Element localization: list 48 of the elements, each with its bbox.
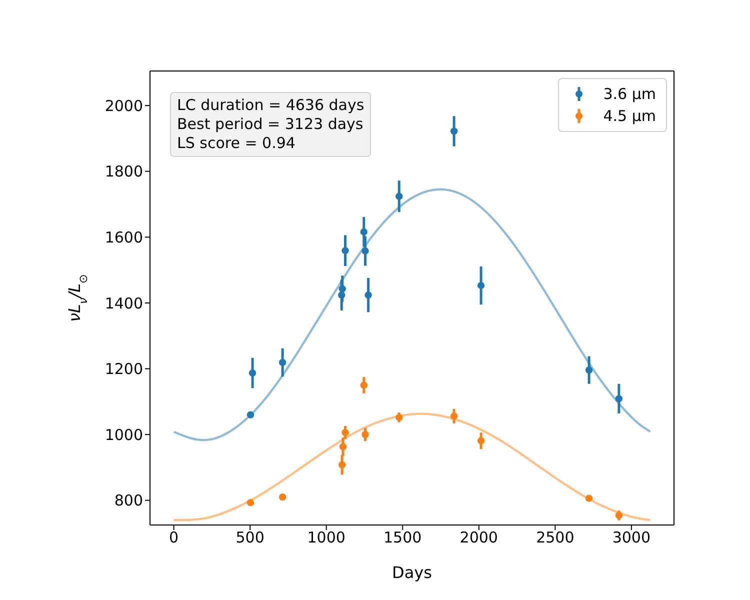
point: [396, 414, 403, 422]
point: [362, 247, 369, 255]
point: [360, 382, 368, 389]
point: [338, 461, 346, 468]
point: [360, 228, 368, 236]
point: [248, 369, 256, 377]
point: [615, 512, 623, 520]
point: [338, 285, 346, 292]
point: [364, 291, 372, 299]
point: [246, 499, 254, 506]
x-tick-label: 2500: [536, 528, 574, 547]
y-tick-label: 2000: [104, 96, 143, 115]
x-tick-label: 3000: [612, 528, 651, 547]
point: [342, 247, 349, 254]
point: [362, 430, 369, 438]
legend-label: 4.5 μm: [603, 106, 656, 127]
x-axis-title: Days: [392, 563, 432, 582]
point: [450, 128, 458, 135]
y-tick-label: 800: [114, 492, 143, 510]
line-series: [172, 412, 652, 522]
y-tick-label: 1400: [104, 294, 143, 312]
y-tick-label: 1000: [104, 426, 143, 444]
point: [338, 291, 346, 299]
point: [342, 428, 349, 436]
point: [450, 412, 458, 420]
x-tick-label: 2000: [460, 528, 498, 547]
x-tick-label: 1500: [384, 528, 422, 547]
point: [278, 493, 286, 501]
y-tick-label: 1600: [104, 228, 143, 246]
y-tick-label: 1200: [104, 360, 143, 378]
point: [585, 494, 593, 502]
point: [246, 411, 254, 418]
x-tick-label: 1000: [307, 528, 346, 547]
point: [585, 366, 593, 374]
annotation: Best period = 3123 days: [177, 115, 364, 134]
y-tick-label: 1800: [104, 162, 143, 181]
point: [396, 192, 403, 200]
point: [615, 395, 623, 402]
point: [339, 443, 347, 450]
x-tick-label: 0: [169, 528, 179, 547]
point: [477, 282, 485, 290]
point: [278, 358, 286, 366]
annotation: LS score = 0.94: [177, 134, 296, 153]
annotation: LC duration = 4636 days: [177, 96, 364, 115]
line-series: [172, 188, 652, 442]
legend-label: 3.6 μm: [603, 84, 656, 105]
point: [477, 437, 485, 444]
x-tick-label: 500: [236, 528, 264, 547]
